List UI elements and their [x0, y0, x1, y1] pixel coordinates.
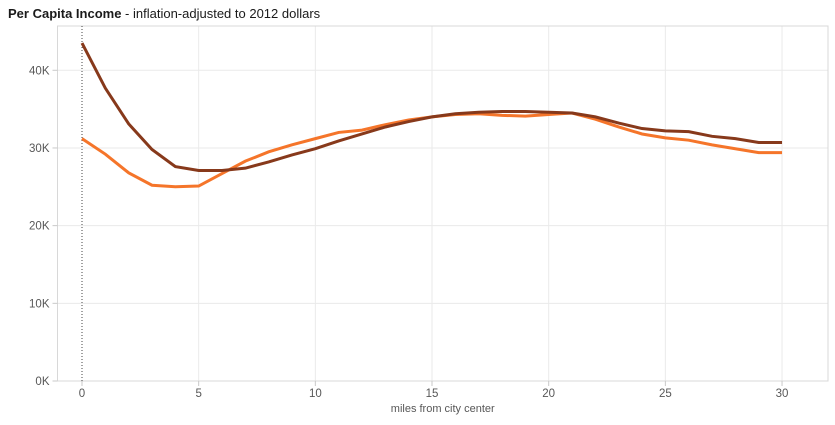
- plot-border: [57, 25, 829, 382]
- series-dark-brown-line[interactable]: [80, 42, 783, 172]
- chart-title-main: Per Capita Income: [8, 6, 122, 21]
- chart-title: Per Capita Income - inflation-adjusted t…: [8, 6, 320, 21]
- x-tick-label: 10: [309, 388, 322, 400]
- y-tick-label: 20K: [29, 221, 50, 233]
- x-tick-label: 20: [542, 388, 555, 400]
- y-tick-label: 30K: [29, 143, 50, 155]
- y-tick-label: 10K: [29, 298, 50, 310]
- x-tick-label: 25: [659, 388, 672, 400]
- y-tick-label: 0K: [35, 376, 49, 388]
- x-tick-label: 30: [776, 388, 789, 400]
- x-tick-label: 15: [426, 388, 439, 400]
- x-tick-label: 5: [195, 388, 201, 400]
- chart-title-sub: - inflation-adjusted to 2012 dollars: [121, 6, 321, 21]
- x-axis-title: miles from city center: [391, 403, 495, 415]
- x-tick-label: 0: [79, 388, 85, 400]
- y-tick-label: 40K: [29, 65, 50, 77]
